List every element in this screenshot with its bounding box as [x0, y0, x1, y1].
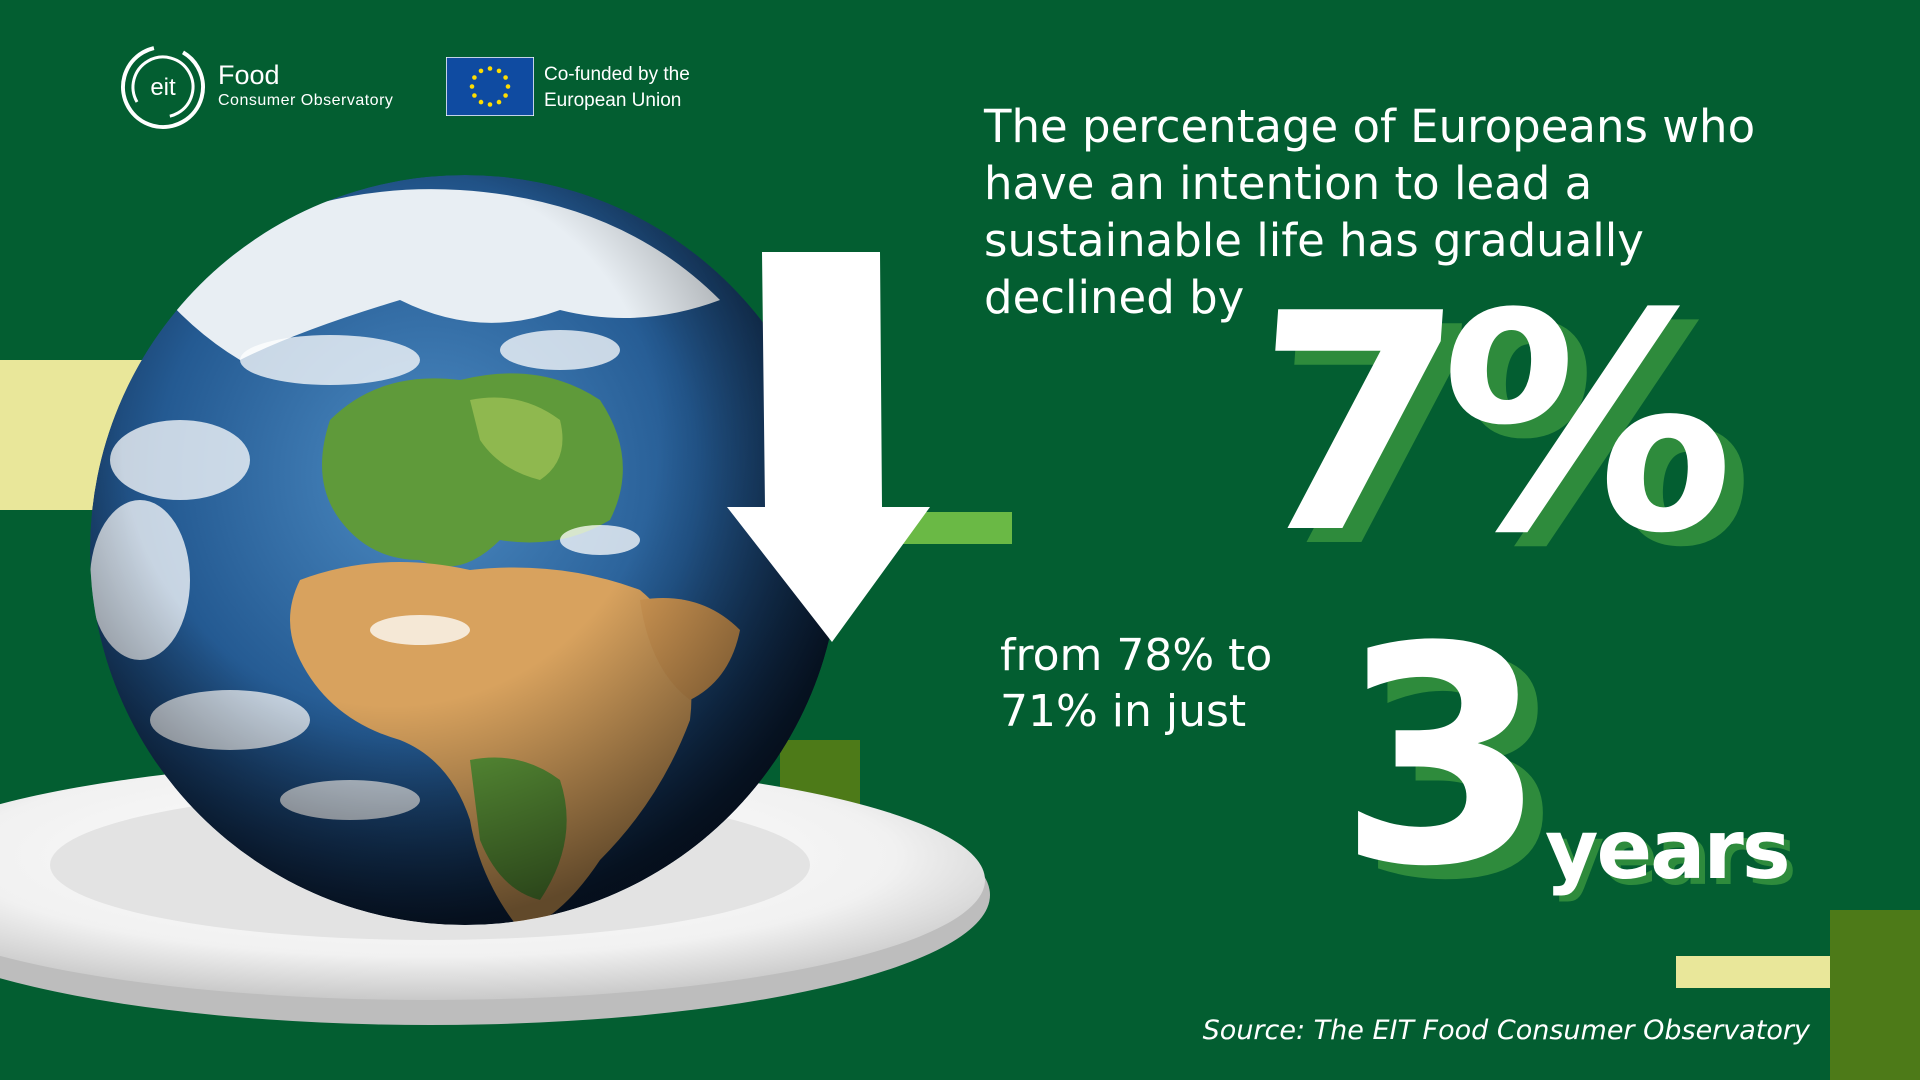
- eu-star: [496, 68, 502, 74]
- stat-percent: 7%: [1237, 250, 1728, 599]
- eu-line-1: Co-funded by the: [544, 64, 690, 85]
- eu-line-2: European Union: [544, 90, 682, 111]
- stat-years-unit: years: [1545, 803, 1791, 898]
- eu-star: [487, 102, 493, 107]
- eu-star: [503, 75, 508, 80]
- logo-observatory-text: Consumer Observatory: [218, 92, 394, 109]
- stat-years-number: 3: [1338, 583, 1547, 932]
- subtext: from 78% to 71% in just: [1000, 630, 1273, 737]
- eu-star: [478, 68, 484, 74]
- eu-star: [487, 66, 493, 71]
- eu-star: [503, 93, 508, 98]
- logo-food-text: Food: [218, 60, 280, 90]
- deco-block-olive-bottom-right: [1830, 910, 1920, 1080]
- eit-logo-icon: eit: [121, 45, 205, 129]
- globe-on-plate-scene: [0, 175, 990, 1025]
- eit-logo-text: eit: [150, 74, 176, 101]
- headline-text: The percentage of Europeans who have an …: [984, 100, 1756, 324]
- source-citation: Source: The EIT Food Consumer Observator…: [1202, 1015, 1810, 1046]
- eu-star: [469, 84, 475, 89]
- down-arrow-icon: [727, 252, 930, 642]
- eu-star: [505, 84, 511, 89]
- deco-block-yellow-bottom-right: [1676, 956, 1830, 988]
- eu-star: [472, 75, 477, 80]
- eu-star: [478, 99, 484, 105]
- earth-globe-image: [90, 175, 840, 925]
- eu-star: [496, 99, 502, 105]
- eu-flag-icon: [446, 57, 534, 116]
- eu-cofunded-text: Co-funded by the European Union: [544, 62, 690, 114]
- eu-star: [472, 93, 477, 98]
